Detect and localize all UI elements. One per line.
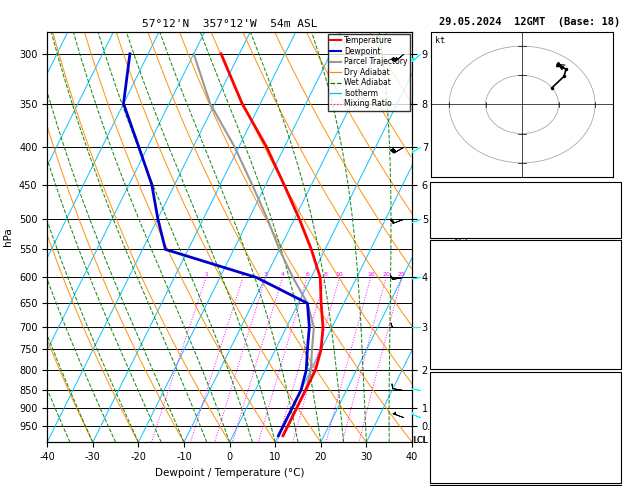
Text: 925: 925: [602, 395, 617, 404]
Text: 10.7: 10.7: [597, 282, 617, 291]
Text: 25: 25: [398, 273, 406, 278]
Y-axis label: hPa: hPa: [3, 227, 13, 246]
Text: 10: 10: [336, 273, 343, 278]
Text: kt: kt: [435, 36, 445, 45]
Text: 11: 11: [607, 263, 617, 272]
Text: 2.53: 2.53: [597, 224, 617, 233]
Text: 48: 48: [607, 206, 617, 214]
Text: Dewp (°C): Dewp (°C): [434, 282, 479, 291]
Text: CAPE (J): CAPE (J): [434, 451, 474, 459]
Text: Most Unstable: Most Unstable: [491, 377, 560, 385]
Text: θᴇ (K): θᴇ (K): [434, 414, 464, 422]
Text: 20: 20: [382, 273, 390, 278]
Text: Temp (°C): Temp (°C): [434, 263, 479, 272]
Text: 29.05.2024  12GMT  (Base: 18): 29.05.2024 12GMT (Base: 18): [439, 17, 620, 27]
Text: 8: 8: [323, 273, 327, 278]
Text: CIN (J): CIN (J): [434, 356, 469, 364]
Text: LCL: LCL: [413, 436, 426, 445]
Text: Lifted Index: Lifted Index: [434, 432, 494, 441]
Text: 0: 0: [612, 451, 617, 459]
Text: 3: 3: [264, 273, 268, 278]
Text: Surface: Surface: [507, 245, 544, 254]
Text: K: K: [434, 187, 439, 196]
Text: 4: 4: [281, 273, 284, 278]
Text: 307: 307: [602, 300, 617, 309]
Text: 4: 4: [612, 432, 617, 441]
Text: CIN (J): CIN (J): [434, 469, 469, 478]
Text: 0: 0: [612, 356, 617, 364]
Text: Totals Totals: Totals Totals: [434, 206, 499, 214]
Text: 0: 0: [612, 337, 617, 346]
Text: 2: 2: [241, 273, 245, 278]
Title: 57°12'N  357°12'W  54m ASL: 57°12'N 357°12'W 54m ASL: [142, 19, 318, 30]
Text: 6: 6: [612, 319, 617, 328]
Text: LCL: LCL: [412, 436, 428, 445]
Text: PW (cm): PW (cm): [434, 224, 469, 233]
Y-axis label: km
ASL: km ASL: [453, 226, 471, 248]
Text: 311: 311: [602, 414, 617, 422]
Text: 28: 28: [607, 187, 617, 196]
Text: θᴇ(K): θᴇ(K): [434, 300, 459, 309]
Text: 1: 1: [204, 273, 208, 278]
X-axis label: Dewpoint / Temperature (°C): Dewpoint / Temperature (°C): [155, 468, 304, 478]
Text: Pressure (mb): Pressure (mb): [434, 395, 499, 404]
Text: 6: 6: [305, 273, 309, 278]
Text: 16: 16: [367, 273, 375, 278]
Text: © weatheronline.co.uk: © weatheronline.co.uk: [481, 474, 578, 484]
Text: CAPE (J): CAPE (J): [434, 337, 474, 346]
Text: 17: 17: [607, 469, 617, 478]
Text: Lifted Index: Lifted Index: [434, 319, 494, 328]
Legend: Temperature, Dewpoint, Parcel Trajectory, Dry Adiabat, Wet Adiabat, Isotherm, Mi: Temperature, Dewpoint, Parcel Trajectory…: [328, 34, 409, 111]
